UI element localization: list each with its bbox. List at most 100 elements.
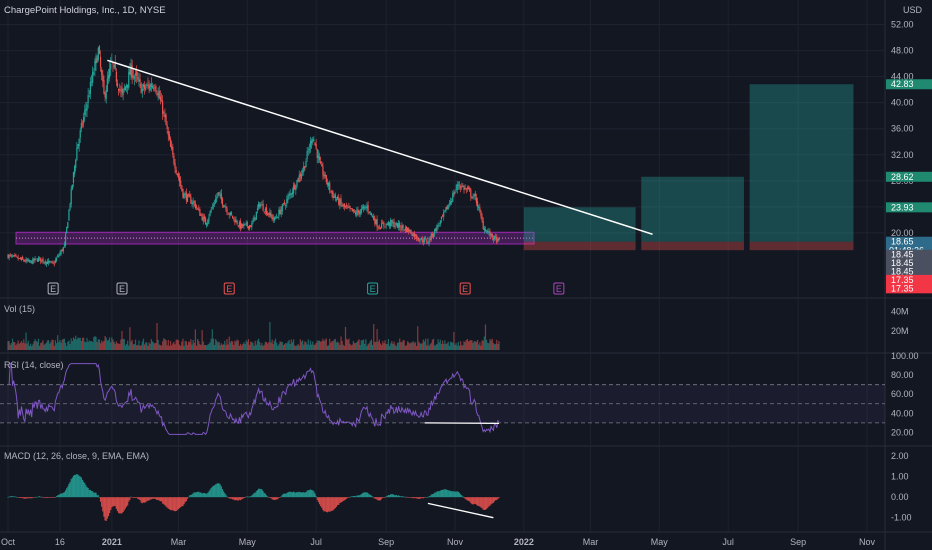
candle-body [99, 56, 102, 68]
macd-histogram-bar [40, 496, 42, 498]
volume-bar [102, 342, 104, 350]
macd-histogram-bar [42, 497, 44, 498]
macd-histogram-bar [329, 497, 331, 512]
macd-histogram-bar [222, 491, 225, 498]
volume-bar [457, 341, 459, 350]
macd-histogram-bar [313, 491, 315, 498]
candle-body [376, 219, 378, 228]
candle-body [278, 209, 280, 217]
volume-bar [377, 341, 379, 350]
stop-band [641, 241, 744, 251]
macd-histogram-bar [285, 493, 287, 498]
macd-histogram-bar [189, 495, 191, 498]
volume-bar [443, 344, 445, 350]
macd-histogram-bar [466, 497, 469, 501]
earnings-marker-label: E [370, 284, 376, 294]
volume-bar [17, 340, 19, 350]
macd-histogram-bar [421, 497, 423, 499]
candle-body [118, 89, 120, 91]
candle-body [15, 254, 17, 257]
candle-body [461, 185, 463, 187]
macd-histogram-bar [168, 497, 171, 510]
candle-body [387, 221, 390, 225]
macd-histogram-bar [154, 497, 156, 499]
volume-bar [257, 338, 260, 350]
candle-body [484, 229, 487, 232]
candle-body [425, 238, 427, 240]
rsi-tick-label: 40.00 [891, 408, 914, 418]
macd-histogram-bar [85, 485, 87, 498]
macd-histogram-bar [121, 497, 123, 514]
candle-body [347, 207, 349, 208]
volume-bar [393, 341, 395, 350]
volume-bar [281, 341, 283, 350]
volume-bar [199, 343, 201, 350]
volume-bar [381, 344, 383, 350]
volume-bar [386, 343, 388, 350]
time-tick-label: Nov [859, 537, 876, 547]
earnings-marker-label: E [226, 284, 232, 294]
price-tag [886, 171, 932, 182]
macd-histogram-bar [294, 492, 296, 498]
candle-body [498, 237, 500, 240]
macd-histogram-bar [271, 497, 273, 500]
candle-body [348, 206, 350, 208]
volume-bar [404, 345, 406, 350]
candle-body [146, 84, 148, 86]
volume-bar [259, 341, 261, 350]
candle-body [176, 173, 178, 175]
candle-body [452, 193, 454, 202]
macd-histogram-bar [367, 493, 369, 498]
volume-bar [374, 341, 376, 350]
macd-histogram-bar [256, 490, 259, 498]
macd-histogram-bar [261, 489, 263, 498]
macd-histogram-bar [463, 497, 465, 498]
macd-histogram-bar [95, 492, 97, 498]
macd-histogram-bar [84, 483, 86, 498]
volume-bar [422, 339, 424, 350]
volume-bar [101, 340, 103, 350]
candle-body [361, 207, 364, 209]
candle-body [242, 224, 244, 227]
candle-body [182, 189, 184, 198]
volume-bar [360, 340, 362, 350]
volume-bar [175, 339, 177, 350]
candle-body [192, 201, 194, 205]
macd-histogram-bar [142, 497, 145, 503]
volume-bar [255, 344, 257, 350]
time-tick-label: 2021 [102, 537, 122, 547]
volume-bar [399, 338, 401, 350]
macd-histogram-bar [175, 497, 177, 512]
volume-bar [247, 339, 250, 350]
volume-bar [120, 339, 122, 350]
volume-bar [356, 342, 358, 350]
volume-bar [127, 340, 129, 350]
macd-histogram-bar [92, 491, 94, 498]
earnings-marker [223, 282, 235, 295]
candle-body [27, 259, 29, 262]
volume-bar [160, 345, 163, 350]
candle-body [60, 250, 62, 255]
volume-bar [145, 342, 147, 350]
candle-body [463, 185, 465, 191]
candle-body [493, 235, 496, 239]
macd-histogram-bar [448, 490, 450, 498]
macd-histogram-bar [227, 497, 229, 498]
macd-histogram-bar [29, 497, 32, 499]
volume-bar [342, 344, 344, 350]
volume-bar [225, 344, 227, 350]
macd-histogram-bar [386, 495, 388, 498]
candle-body [167, 131, 169, 136]
candle-body [300, 174, 303, 179]
volume-bar [188, 341, 190, 350]
volume-bar [321, 341, 323, 350]
candle-body [272, 217, 274, 220]
volume-bar [31, 346, 33, 350]
volume-bar [189, 342, 191, 350]
macd-histogram-bar [418, 497, 420, 499]
macd-histogram-bar [434, 492, 436, 498]
macd-histogram-bar [443, 489, 445, 498]
candle-body [107, 75, 110, 79]
volume-bar [479, 342, 481, 350]
volume-bar [181, 341, 183, 350]
